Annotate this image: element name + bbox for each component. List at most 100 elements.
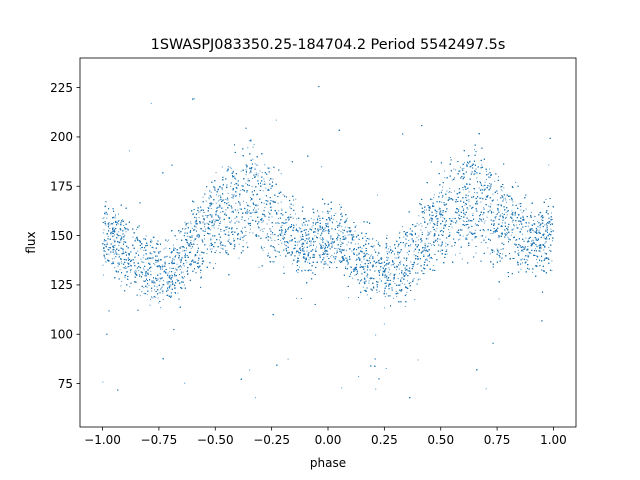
data-point [137, 250, 139, 252]
data-point [405, 286, 407, 288]
data-point [168, 239, 170, 241]
data-point [419, 278, 421, 280]
data-point [197, 250, 199, 252]
data-point [261, 172, 263, 174]
data-point [427, 238, 429, 240]
data-point [219, 194, 221, 196]
data-point [429, 261, 431, 263]
data-point [185, 249, 187, 251]
data-point [410, 244, 412, 246]
data-point [540, 216, 542, 218]
data-point [408, 240, 410, 242]
data-point [215, 172, 217, 174]
data-point [357, 243, 359, 245]
data-point [322, 211, 324, 213]
data-point [490, 233, 492, 235]
data-point [349, 234, 351, 236]
data-point [122, 249, 124, 251]
data-point [427, 260, 429, 262]
data-point [463, 221, 465, 223]
data-point [386, 293, 388, 295]
data-point [284, 222, 286, 224]
data-point [543, 249, 545, 251]
data-point [153, 262, 155, 264]
data-point [540, 211, 542, 213]
data-point [257, 208, 259, 210]
data-point [336, 249, 338, 251]
data-point [291, 263, 293, 265]
data-point [518, 224, 520, 226]
data-point [235, 202, 237, 204]
data-point [524, 247, 526, 249]
data-point [332, 218, 334, 220]
data-point [344, 235, 346, 237]
data-point [526, 249, 527, 251]
data-point [521, 258, 523, 260]
data-point [438, 207, 440, 209]
data-point [162, 268, 164, 270]
data-point [187, 222, 189, 224]
data-point [253, 143, 255, 145]
data-point [160, 307, 162, 309]
data-point [390, 264, 392, 266]
data-point [278, 210, 280, 212]
data-point [432, 204, 434, 206]
data-point [255, 172, 257, 174]
data-point [312, 224, 314, 226]
data-point [462, 189, 464, 191]
data-point [509, 199, 511, 201]
data-point [448, 192, 450, 194]
data-point [120, 285, 122, 287]
data-point [399, 263, 401, 265]
data-point [236, 228, 238, 230]
data-point [182, 271, 184, 273]
data-point [334, 261, 336, 263]
data-point [205, 228, 207, 230]
data-point [135, 271, 137, 273]
data-point [341, 212, 343, 214]
data-point [526, 231, 528, 233]
data-point [113, 257, 115, 259]
data-point [484, 220, 486, 222]
data-point [203, 261, 205, 263]
data-point [404, 305, 406, 307]
data-point [516, 243, 518, 245]
data-point [397, 254, 399, 256]
data-point [533, 241, 535, 243]
data-point [464, 162, 466, 164]
data-point [228, 238, 230, 240]
data-point [153, 281, 155, 283]
data-point [339, 240, 341, 242]
data-point [264, 206, 266, 208]
data-point [542, 234, 544, 236]
data-point [182, 277, 184, 279]
data-point [214, 189, 216, 191]
data-point [409, 233, 411, 235]
data-point [506, 214, 508, 216]
data-point [104, 258, 106, 260]
data-point [215, 250, 217, 252]
data-point [527, 239, 529, 241]
data-point [454, 254, 456, 256]
data-point [483, 208, 485, 210]
data-point [538, 229, 540, 231]
data-point [446, 190, 448, 192]
data-point [475, 252, 477, 254]
data-point [549, 249, 551, 251]
data-point [347, 226, 349, 228]
data-point [458, 208, 460, 210]
data-point [146, 293, 148, 295]
data-point [240, 170, 242, 172]
data-point [474, 149, 476, 151]
data-point [115, 221, 117, 223]
data-point [327, 222, 329, 224]
data-point [123, 225, 125, 227]
data-point [505, 217, 507, 219]
data-point [245, 182, 247, 184]
data-point [388, 267, 390, 269]
data-point [433, 214, 435, 216]
data-point [197, 250, 199, 252]
data-point [152, 258, 154, 260]
data-point [316, 246, 318, 248]
data-point [468, 220, 470, 222]
